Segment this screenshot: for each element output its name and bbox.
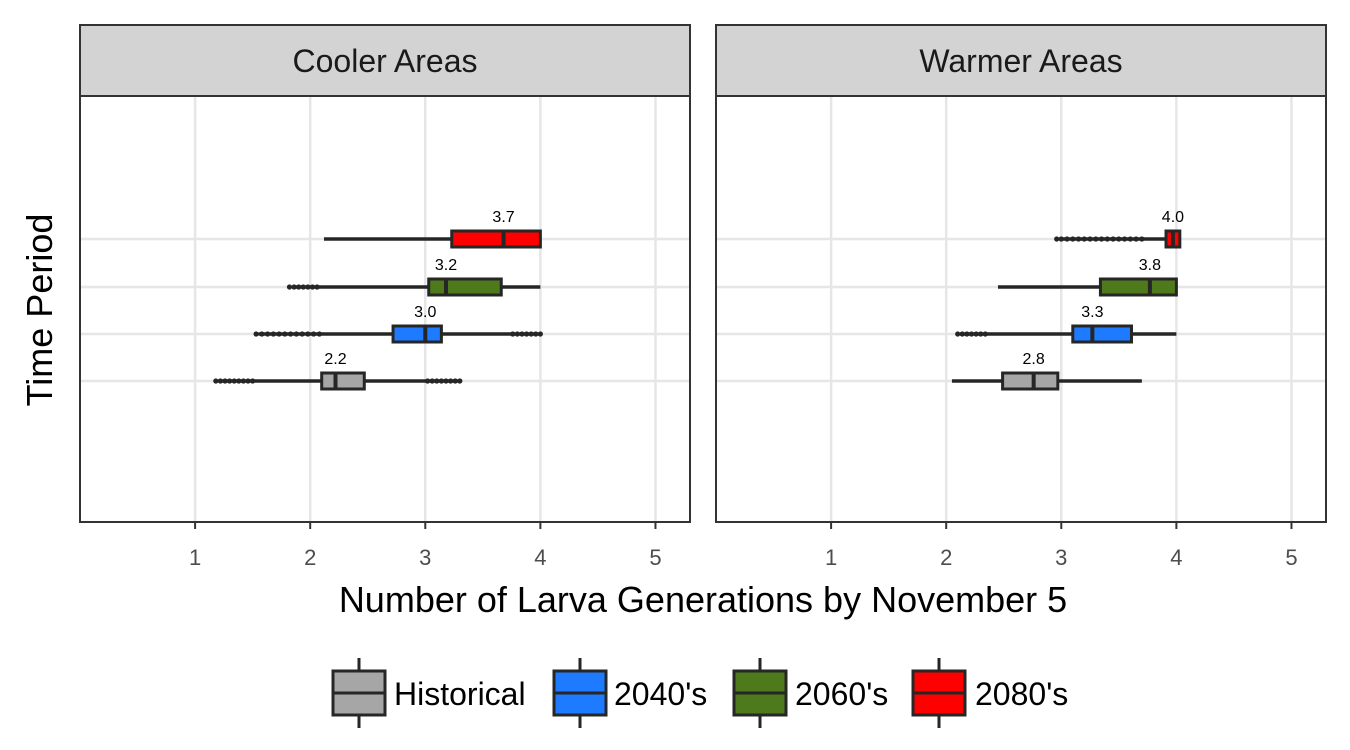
x-tick-label: 1 xyxy=(825,545,837,570)
legend-item-2040-s: 2040's xyxy=(552,658,707,728)
x-axis-title: Number of Larva Generations by November … xyxy=(339,579,1067,620)
median-label: 3.3 xyxy=(1081,304,1103,321)
x-tick-label: 3 xyxy=(419,545,431,570)
box-2040-s: 3.3 xyxy=(955,304,1177,344)
outlier-point xyxy=(1054,236,1060,242)
legend-item-2060-s: 2060's xyxy=(732,658,888,728)
box-iqr xyxy=(450,229,542,249)
strip-background xyxy=(79,24,691,97)
x-tick-label: 5 xyxy=(649,545,661,570)
x-tick-label: 1 xyxy=(189,545,201,570)
median-label: 2.2 xyxy=(324,351,346,368)
legend-label: 2060's xyxy=(795,676,888,712)
panel-border xyxy=(79,95,691,523)
box-iqr xyxy=(1071,324,1133,344)
median-label: 4.0 xyxy=(1162,209,1184,226)
legend: Historical 2040's 2060's 2080's xyxy=(331,658,1068,728)
box-2080-s: 3.7 xyxy=(324,209,542,249)
panel-cooler-areas: Cooler Areas 2.2 3.0 3.2 3.7 1 2 3 4 5 xyxy=(79,24,691,570)
box-2080-s: 4.0 xyxy=(1054,209,1184,249)
legend-item-2080-s: 2080's xyxy=(911,658,1068,728)
x-tick-label: 4 xyxy=(1170,545,1182,570)
x-tick-label: 5 xyxy=(1285,545,1297,570)
strip-title: Warmer Areas xyxy=(919,43,1122,79)
legend-label: Historical xyxy=(394,676,526,712)
x-tick-label: 2 xyxy=(304,545,316,570)
box-historical: 2.8 xyxy=(951,351,1142,391)
panel-border xyxy=(715,95,1327,523)
box-2060-s: 3.2 xyxy=(286,257,541,297)
outlier-point xyxy=(213,378,219,384)
legend-label: 2040's xyxy=(614,676,707,712)
strip-background xyxy=(715,24,1327,97)
median-label: 2.8 xyxy=(1023,351,1045,368)
panel-warmer-areas: Warmer Areas 2.8 3.3 3.8 4.0 1 2 3 4 5 xyxy=(715,24,1327,570)
strip-title: Cooler Areas xyxy=(293,43,478,79)
legend-item-historical: Historical xyxy=(331,658,526,728)
median-label: 3.7 xyxy=(492,209,514,226)
panel-background xyxy=(80,96,690,522)
x-axis-ticks: 1 2 3 4 5 xyxy=(825,522,1298,570)
outlier-point xyxy=(253,331,259,337)
box-iqr xyxy=(1001,371,1060,391)
median-label: 3.0 xyxy=(414,304,436,321)
legend-label: 2080's xyxy=(975,676,1068,712)
x-tick-label: 4 xyxy=(534,545,546,570)
box-group: 2.8 3.3 3.8 4.0 xyxy=(951,209,1184,391)
box-iqr xyxy=(320,371,366,391)
x-tick-label: 2 xyxy=(940,545,952,570)
outlier-point xyxy=(286,284,293,290)
box-iqr xyxy=(1098,277,1178,297)
box-historical: 2.2 xyxy=(213,351,463,391)
y-axis-title: Time Period xyxy=(19,214,60,407)
box-iqr xyxy=(391,324,443,344)
box-group: 2.2 3.0 3.2 3.7 xyxy=(213,209,543,391)
x-axis-ticks: 1 2 3 4 5 xyxy=(189,522,662,570)
x-tick-label: 3 xyxy=(1055,545,1067,570)
panel-background xyxy=(716,96,1326,522)
box-2060-s: 3.8 xyxy=(997,257,1178,297)
median-label: 3.8 xyxy=(1139,257,1161,274)
median-label: 3.2 xyxy=(435,257,457,274)
box-2040-s: 3.0 xyxy=(253,304,543,344)
outlier-point xyxy=(955,331,961,337)
box-iqr xyxy=(427,277,503,297)
